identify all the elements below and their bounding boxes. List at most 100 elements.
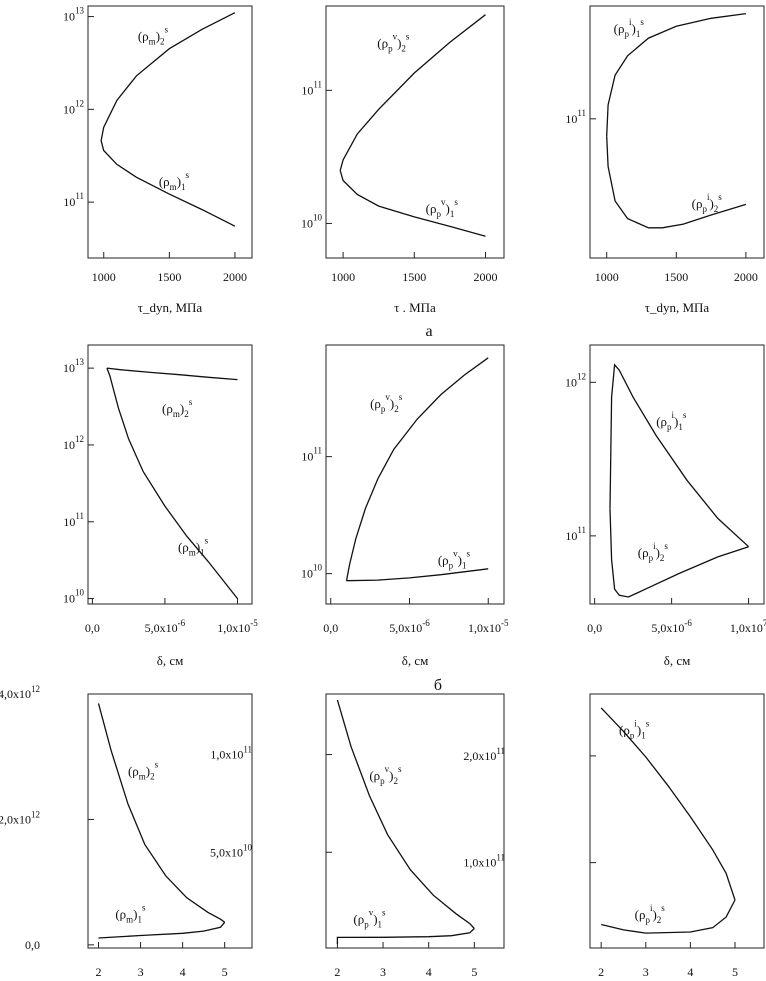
x-tick-label: 5 [222,965,228,979]
series-2-label: (ρpi)2s [635,903,666,925]
x-tick-label: 3 [138,965,144,979]
x-tick-label: 1000 [595,270,619,284]
series-2-line [100,140,236,227]
series-1-line [106,367,238,381]
y-tick-label: 1011 [63,511,84,529]
x-tick-label: 0,0 [587,621,602,635]
x-axis-label: δ, см [402,653,429,668]
series-1-label: (ρpi)1s [656,410,687,432]
x-axis-label: τ . МПа [394,300,436,315]
x-tick-label: 1,0x107 [730,618,766,635]
panel-a3: 1000 1500 2000 τ_dyn, МПа 1011 (ρpi)1s (ρpi)2s [565,5,765,315]
x-tick-label: 2 [598,965,604,979]
panel-b1: 0,0 5,0x10-6 1,0x10-5 δ, см 1010 1011 1012 1013… [63,344,258,668]
plot-frame [589,693,765,949]
y-tick-label: 1013 [63,357,85,375]
x-tick-label: 5 [471,965,477,979]
series-1-label: (ρm)2s [138,25,169,47]
x-tick-label: 1,0x10-5 [468,618,509,635]
y-tick-label: 1012 [63,434,84,452]
series-1-line [609,363,750,548]
x-tick-label: 5 [732,965,738,979]
x-tick-label: 4 [180,965,186,979]
x-tick-label: 0,0 [85,621,100,635]
y-tick-label: 1012 [565,371,586,389]
x-tick-label: 1500 [664,270,688,284]
y-tick-label: 1010 [301,212,323,230]
series-2-line [98,921,226,939]
series-2-line [601,899,736,934]
x-tick-label: 2000 [473,270,497,284]
series-2-label: (ρpi)2s [692,192,723,214]
series-1-label: (ρpv)2s [370,392,403,414]
x-tick-label: 5,0x10-6 [651,618,692,635]
series-1-line [345,357,489,581]
series-2-label: (ρpv)1s [438,548,471,570]
series-1-line [600,707,736,901]
series-2-line [346,568,489,582]
y-tick-label: 4,0x1012 [0,684,40,701]
x-tick-label: 1000 [331,270,355,284]
x-tick-label: 2 [96,965,102,979]
x-tick-label: 4 [426,965,432,979]
y-tick-label: 2,0x1011 [463,746,505,763]
x-tick-label: 1500 [402,270,426,284]
y-tick-label: 1011 [301,446,322,464]
plot-frame [325,693,505,949]
plot-frame [589,5,765,259]
series-2-line [336,928,475,945]
series-2-label: (ρpv)1s [426,197,459,219]
series-2-label: (ρm)1s [178,536,209,558]
x-axis-label: τ_dyn, МПа [645,300,710,315]
row-label-b: б [434,677,442,694]
series-2-label: (ρpv)1s [353,908,386,930]
x-axis-label: τ_dyn, МПа [138,300,203,315]
y-tick-label: 1011 [301,79,322,97]
x-axis-label: δ, см [664,653,691,668]
y-tick-label: 1011 [565,108,586,126]
y-tick-label: 1012 [63,98,84,116]
x-tick-label: 2000 [734,270,758,284]
series-2-line [606,136,747,229]
x-tick-label: 2 [334,965,340,979]
plot-frame [87,693,253,949]
series-2-line [339,170,486,237]
y-tick-label: 1,0x1011 [210,745,252,762]
row-labels: a б [425,323,442,694]
x-tick-label: 1,0x10-5 [217,618,258,635]
series-1-line [97,703,226,923]
x-axis-label: δ, см [157,653,184,668]
series-1-label: (ρpi)1s [614,17,645,39]
y-tick-label: 1,0x1011 [463,853,505,870]
panel-c3: 2 3 4 5 1,0x1011 2,0x1011 (ρpi)1s (ρpi)2s [463,693,765,979]
x-tick-label: 2000 [223,270,247,284]
panel-a2: 1000 1500 2000 τ . МПа 1010 1011 (ρpv)2s (ρpv)1… [301,5,505,315]
y-tick-label: 1010 [301,563,323,581]
series-1-line [100,12,236,141]
series-2-line [609,508,749,598]
y-tick-label: 1011 [565,525,586,543]
series-2-label: (ρm)1s [159,170,190,192]
series-1-line [339,14,486,171]
series-1-label: (ρpv)2s [377,31,410,53]
y-tick-label: 5,0x1010 [210,842,253,859]
plot-frame [325,5,505,259]
x-tick-label: 1000 [92,270,116,284]
series-1-line [336,699,475,929]
series-1-label: (ρpi)1s [619,719,650,741]
row-label-a: a [425,323,432,340]
panel-c2: 2 3 4 5 5,0x1010 1,0x1011 (ρpv)2s (ρpv)1s [210,693,505,979]
panel-b3: 0,0 5,0x10-6 1,0x107 δ, см 1011 1012 (ρpi)1s (ρ… [565,344,766,668]
x-tick-label: 4 [687,965,693,979]
series-1-label: (ρm)2s [128,760,159,782]
series-2-label: (ρpi)2s [638,541,669,563]
series-1-line [606,12,746,137]
y-tick-label: 1013 [63,6,85,24]
series-2-line [106,367,239,600]
y-tick-label: 0,0 [25,938,40,952]
plot-frame [325,344,505,605]
y-tick-label: 1010 [63,588,85,606]
x-tick-label: 5,0x10-6 [389,618,430,635]
y-tick-label: 2,0x1012 [0,809,40,826]
